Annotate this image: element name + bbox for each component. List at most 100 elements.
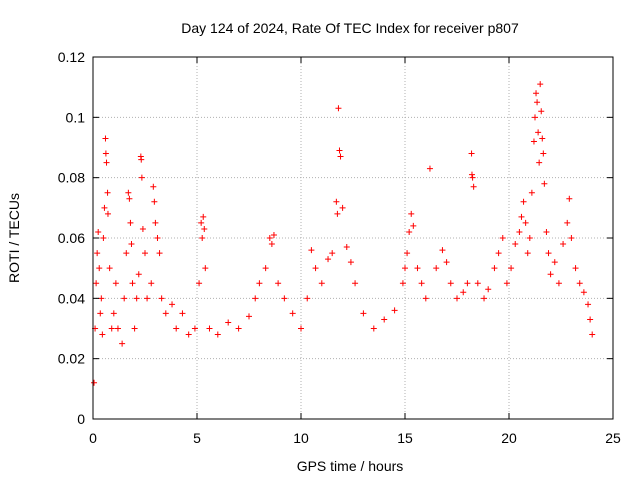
- data-point: [266, 235, 273, 241]
- y-tick-label: 0.12: [58, 49, 85, 65]
- data-point: [246, 313, 252, 320]
- data-point: [545, 250, 552, 257]
- data-point: [335, 105, 342, 112]
- data-point: [256, 280, 263, 287]
- data-point: [576, 280, 583, 287]
- data-point: [568, 235, 575, 241]
- data-point: [201, 225, 208, 232]
- data-point: [508, 265, 515, 272]
- data-point: [532, 114, 538, 121]
- y-tick-label: 0.04: [58, 290, 85, 306]
- data-point: [426, 165, 433, 172]
- data-point: [126, 195, 133, 202]
- data-point: [399, 280, 406, 287]
- data-point: [433, 265, 440, 272]
- data-point: [530, 138, 537, 145]
- data-point: [110, 310, 117, 317]
- data-point: [150, 183, 157, 190]
- data-point: [128, 241, 135, 248]
- y-tick-label: 0.02: [58, 351, 85, 367]
- data-point: [485, 286, 492, 293]
- data-point: [318, 280, 325, 287]
- data-point: [325, 256, 332, 263]
- x-axis-ticks: 0 5 10 15 20 25: [89, 57, 621, 446]
- data-point: [148, 280, 155, 287]
- data-point: [179, 310, 186, 317]
- x-axis-label: GPS time / hours: [297, 458, 404, 474]
- data-point: [123, 250, 130, 257]
- data-point: [333, 198, 340, 205]
- data-point: [138, 156, 145, 163]
- data-point: [337, 153, 344, 160]
- data-point: [535, 129, 542, 136]
- data-point: [106, 265, 113, 272]
- data-point: [158, 295, 165, 302]
- data-point: [100, 235, 107, 241]
- data-point: [121, 295, 128, 302]
- data-point: [169, 301, 176, 308]
- data-point: [199, 235, 206, 241]
- data-point: [129, 280, 136, 287]
- data-point: [173, 325, 180, 332]
- data-point: [520, 198, 527, 205]
- data-point: [352, 280, 359, 287]
- data-point: [347, 259, 354, 266]
- data-point: [543, 228, 550, 235]
- data-point: [537, 81, 544, 88]
- data-point: [539, 135, 546, 142]
- y-axis-label: ROTI / TECUs: [6, 193, 22, 283]
- data-point: [536, 159, 543, 166]
- data-point: [499, 235, 506, 241]
- data-point: [402, 265, 408, 272]
- data-point: [491, 265, 498, 272]
- x-tick-label: 0: [89, 430, 97, 446]
- data-point: [198, 219, 205, 226]
- data-point: [404, 250, 411, 257]
- data-point: [443, 259, 450, 266]
- data-point: [95, 228, 102, 235]
- data-point: [551, 259, 558, 266]
- data-point: [503, 280, 510, 287]
- data-point: [308, 247, 315, 254]
- data-point: [144, 295, 151, 302]
- data-point: [298, 325, 304, 332]
- data-point: [91, 379, 98, 386]
- data-point: [464, 280, 471, 287]
- data-point: [125, 189, 132, 196]
- data-point: [94, 250, 101, 257]
- data-point: [114, 325, 121, 332]
- x-tick-label: 5: [193, 430, 201, 446]
- data-point: [589, 331, 596, 338]
- data-point: [528, 189, 535, 196]
- data-point: [329, 250, 336, 257]
- data-point: [414, 265, 421, 272]
- data-point: [474, 280, 481, 287]
- data-point: [370, 325, 377, 332]
- data-point: [142, 250, 148, 257]
- data-point: [564, 219, 571, 226]
- x-tick-label: 15: [397, 430, 413, 446]
- data-point: [268, 241, 275, 248]
- data-point: [200, 213, 207, 220]
- x-tick-label: 10: [293, 430, 309, 446]
- data-point: [185, 331, 192, 338]
- data-point: [191, 325, 198, 332]
- data-point: [580, 289, 587, 296]
- data-points: [91, 81, 596, 386]
- data-point: [101, 204, 108, 211]
- data-point: [281, 295, 288, 302]
- data-point: [131, 325, 138, 332]
- data-point: [151, 198, 158, 205]
- data-point: [336, 147, 343, 154]
- data-point: [97, 310, 104, 317]
- data-point: [304, 295, 311, 302]
- data-point: [534, 99, 541, 106]
- data-point: [460, 289, 467, 296]
- data-point: [312, 265, 319, 272]
- data-point: [214, 331, 221, 338]
- data-point: [99, 331, 106, 338]
- data-point: [470, 183, 477, 190]
- data-point: [391, 307, 398, 314]
- data-point: [522, 219, 529, 226]
